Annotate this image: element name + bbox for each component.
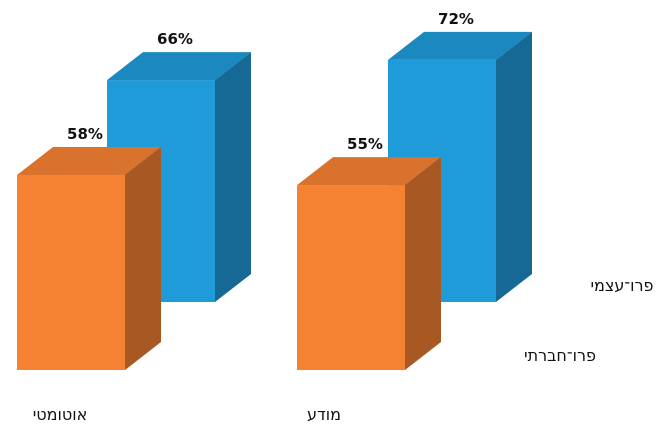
bar-top-face [107, 52, 251, 81]
bar-top-face [17, 147, 161, 175]
legend-entry: פרו־עצמי [590, 276, 653, 295]
category-labels: אוטומטי מודע [33, 405, 341, 424]
bar-front-face [297, 185, 405, 370]
series-front-bars [17, 147, 441, 370]
category-label: מודע [307, 405, 341, 424]
value-label: 55% [347, 135, 383, 153]
bar-top-face [297, 157, 441, 186]
bar-side-face [215, 52, 251, 302]
bar-pro-social-0 [17, 147, 161, 370]
bar-top-face [388, 31, 532, 60]
bar-side-face [405, 157, 441, 370]
legend: פרו־חברתי פרו־עצמי [524, 276, 654, 365]
bar-side-face [125, 147, 161, 370]
value-label: 72% [438, 10, 474, 28]
series-back-bars [107, 31, 532, 303]
bar-side-face [496, 31, 532, 303]
value-label: 58% [67, 125, 103, 143]
bar-pro-self-1 [388, 31, 532, 303]
value-labels: 66% 72% 58% 55% [67, 10, 474, 153]
legend-entry: פרו־חברתי [524, 346, 596, 365]
bar-front-face [17, 175, 125, 370]
category-label: אוטומטי [33, 405, 88, 424]
bar-pro-social-1 [297, 157, 441, 370]
value-label: 66% [157, 30, 193, 48]
